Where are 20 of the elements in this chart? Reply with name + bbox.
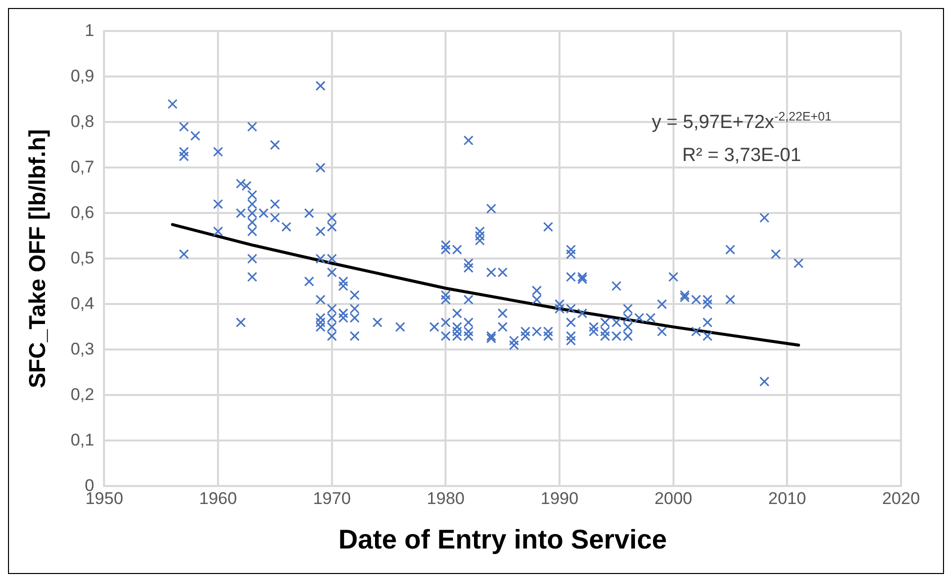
x-tick-label: 2010 [768,489,806,508]
x-tick-label: 2000 [654,489,692,508]
y-tick-label: 0,4 [70,294,94,313]
y-tick-label: 0,6 [70,202,94,222]
x-tick-label: 1960 [199,489,237,508]
x-tick-label: 1990 [540,489,578,508]
x-tick-label: 1980 [426,489,465,508]
x-tick-label: 2020 [882,489,920,508]
x-tick-label: 1970 [312,489,351,508]
y-tick-label: 0,5 [70,248,94,268]
y-tick-label: 0,2 [70,384,94,404]
x-axis-title: Date of Entry into Service [338,524,667,554]
y-tick-label: 0,9 [70,66,94,86]
y-tick-label: 0,7 [70,157,94,176]
y-tick-label: 1 [84,20,94,40]
y-tick-label: 0,1 [70,430,94,450]
y-axis-title: SFC_Take OFF [lb/lbf.h] [24,129,50,388]
y-tick-label: 0,8 [70,112,94,131]
y-tick-label: 0,3 [70,339,94,358]
annotation: R² = 3,73E-01 [682,145,802,166]
